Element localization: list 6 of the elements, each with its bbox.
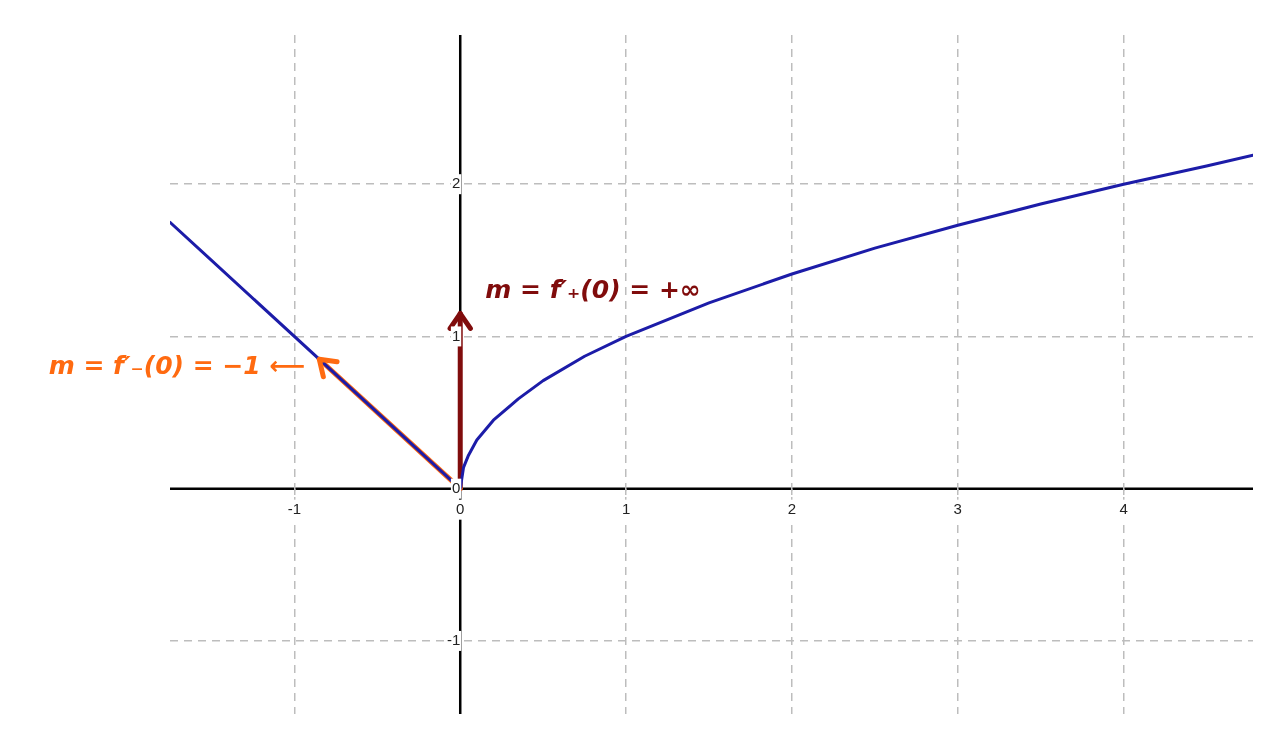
- x-tick-label: -1: [287, 499, 302, 517]
- x-tick-label: 3: [953, 499, 962, 517]
- x-tick-label: 4: [1119, 499, 1128, 517]
- x-tick-label: 2: [787, 499, 797, 517]
- y-tick-label: -1: [446, 631, 461, 649]
- x-tick-label: 1: [621, 499, 631, 517]
